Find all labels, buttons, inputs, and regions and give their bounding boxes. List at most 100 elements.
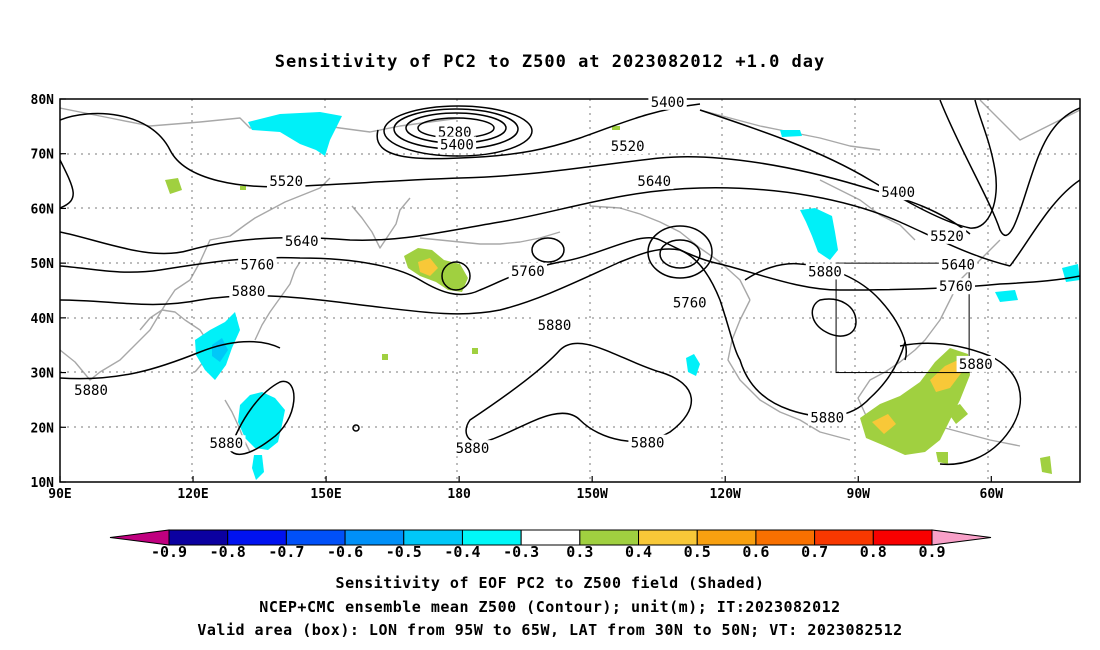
- contour-label-bg: [635, 173, 674, 190]
- sensitivity-shading: [165, 112, 1080, 480]
- contour-label: 5760: [240, 257, 274, 273]
- contour-label-bg: [508, 262, 548, 279]
- coastline-east-asia: [60, 177, 331, 381]
- contour-label-bg: [437, 136, 477, 153]
- map-frame: [59, 98, 1081, 483]
- contour-small-closed: [352, 424, 360, 432]
- contour-label: 5880: [810, 411, 844, 427]
- contour-5880-atlantic: [899, 342, 1022, 466]
- coastline-north-america-west: [727, 299, 851, 441]
- contour-label-bg: [927, 227, 967, 244]
- contour-label: 5400: [651, 95, 685, 111]
- colorbar-label: 0.5: [684, 543, 711, 561]
- contour-label-bg: [207, 435, 246, 452]
- negative-sensitivity-arctic-small: [780, 130, 802, 137]
- contour-label: 5760: [939, 279, 973, 295]
- lat-labels: 80N 70N 60N 50N 40N 30N 20N 10N: [31, 93, 66, 491]
- contour-label-bg: [608, 138, 647, 155]
- contour-low-ring-4: [383, 105, 533, 157]
- contour-label: 5400: [881, 185, 915, 201]
- map-plot-area: [60, 99, 1080, 482]
- contour-label: 5880: [631, 436, 665, 452]
- lon-tick-label: 90W: [847, 487, 871, 502]
- contour-5880-closed-mexico: [811, 298, 857, 337]
- lat-tick-label: 80N: [31, 93, 55, 108]
- colorbar: -0.9 -0.8 -0.7 -0.6 -0.5 -0.4 -0.3 0.3 0.4 0.5 0.6…: [109, 529, 992, 561]
- lon-tick-label: 120E: [177, 487, 208, 502]
- coastline-alaska: [589, 205, 751, 301]
- colorbar-swatch: [872, 529, 933, 546]
- contour-label: 5880: [74, 383, 108, 399]
- contour-label-bg: [71, 382, 111, 399]
- contour-5880-closed-asia: [60, 340, 281, 380]
- coastline-aleutians: [419, 231, 561, 245]
- contour-5880-south: [229, 380, 295, 456]
- lon-tick-label: 150E: [310, 487, 341, 502]
- positive-sensitivity-kamchatka: [165, 178, 182, 194]
- contour-5640: [60, 187, 1011, 267]
- contour-label: 5520: [611, 139, 645, 155]
- contour-5520-nw: [60, 159, 74, 209]
- contour-label: 5880: [209, 436, 243, 452]
- contour-5880-pacific: [465, 342, 693, 443]
- contour-label-bg: [670, 294, 709, 311]
- negative-sensitivity-arctic: [248, 112, 342, 156]
- contour-low-kamchatka: [441, 261, 471, 291]
- contour-low-gulf-alaska-outer: [647, 225, 713, 279]
- lat-tick-label: 70N: [31, 148, 55, 163]
- lon-tick-label: 180: [447, 487, 471, 502]
- negative-sensitivity-south-tail: [252, 455, 264, 480]
- colorbar-label: -0.5: [386, 543, 422, 561]
- contour-label: 5640: [941, 257, 975, 273]
- contour-5400-ne: [699, 99, 997, 229]
- colorbar-label: -0.4: [444, 543, 480, 561]
- colorbar-label: 0.6: [742, 543, 769, 561]
- map-title: Sensitivity of PC2 to Z500 at 2023082012…: [274, 52, 826, 72]
- colorbar-label: -0.9: [151, 543, 187, 561]
- contour-label-bg: [238, 256, 277, 273]
- lat-tick-label: 10N: [31, 476, 55, 491]
- caption-line-1: Sensitivity of EOF PC2 to Z500 field (Sh…: [335, 574, 765, 592]
- coastline-japan: [254, 261, 301, 341]
- colorbar-label: -0.8: [210, 543, 246, 561]
- colorbar-label: -0.3: [503, 543, 539, 561]
- contour-label-bg: [229, 283, 268, 300]
- negative-sensitivity-bc: [686, 354, 700, 376]
- contour-label: 5880: [808, 264, 842, 280]
- colorbar-label: 0.4: [625, 543, 652, 561]
- contour-5520: [60, 112, 971, 235]
- contour-label: 5760: [673, 296, 707, 312]
- positive-sensitivity-atlantic-bits: [936, 404, 1052, 474]
- caption-line-3: Valid area (box): LON from 95W to 65W, L…: [197, 621, 903, 639]
- lon-tick-label: 120W: [710, 487, 741, 502]
- caption-line-2: NCEP+CMC ensemble mean Z500 (Contour); u…: [259, 598, 841, 616]
- contour-5400: [376, 103, 701, 160]
- contour-label-bg: [266, 173, 306, 190]
- contour-label-bg: [805, 263, 845, 280]
- colorbar-label: -0.6: [327, 543, 363, 561]
- coastline-hudson: [819, 179, 916, 241]
- negative-sensitivity-east: [995, 290, 1018, 302]
- lat-tick-label: 20N: [31, 421, 55, 436]
- lat-tick-label: 40N: [31, 312, 55, 327]
- contour-label-bg: [535, 317, 574, 334]
- contour-label-bg: [453, 440, 492, 457]
- coastline-philippines: [224, 399, 251, 453]
- positive-sensitivity-180-core: [418, 258, 438, 276]
- contour-label: 5520: [269, 174, 303, 190]
- contour-label-bg: [936, 278, 976, 295]
- negative-sensitivity-east-edge: [1062, 264, 1080, 282]
- contour-label-bg: [282, 232, 321, 249]
- colorbar-label: 0.8: [860, 543, 887, 561]
- lon-tick-label: 60W: [980, 487, 1004, 502]
- colorbar-label: -0.7: [268, 543, 304, 561]
- lat-tick-label: 50N: [31, 257, 55, 272]
- negative-sensitivity-pacific-ne: [800, 208, 838, 260]
- positive-sensitivity-gulf-core: [872, 414, 896, 434]
- coastline-greenland: [979, 99, 1080, 141]
- contour-label: 5640: [637, 174, 671, 190]
- contour-5880-main: [60, 248, 906, 418]
- contour-label: 5880: [232, 284, 266, 300]
